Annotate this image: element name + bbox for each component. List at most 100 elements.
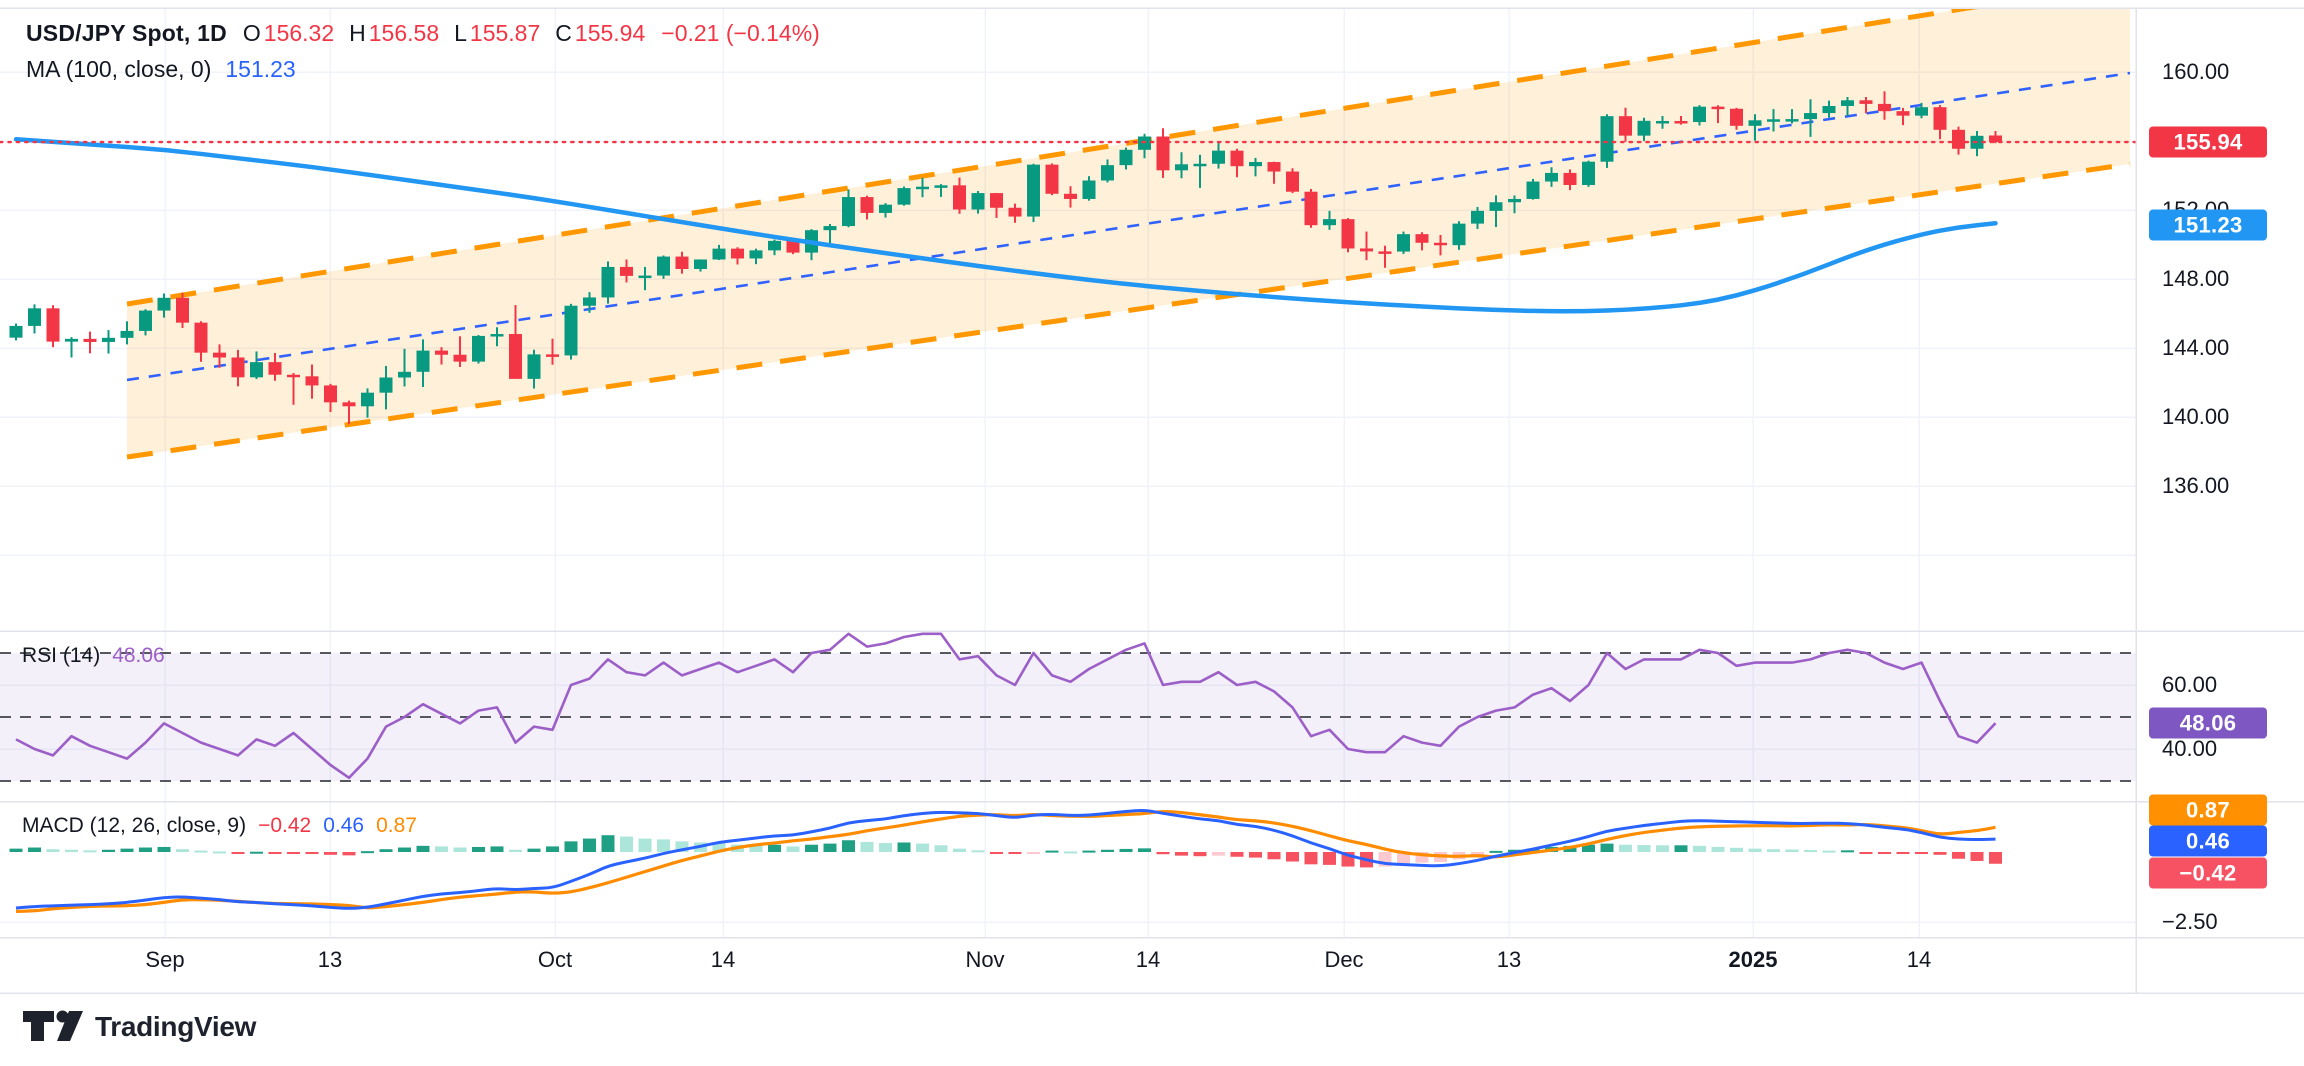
candle-body bbox=[176, 297, 189, 323]
macd-histogram-bar bbox=[564, 841, 578, 852]
candle-body bbox=[731, 248, 744, 259]
macd-histogram-bar bbox=[1619, 844, 1632, 852]
macd-histogram-bar bbox=[1008, 852, 1022, 854]
macd-histogram-bar bbox=[1582, 844, 1595, 852]
candle-body bbox=[1989, 135, 2002, 143]
candle-body bbox=[194, 322, 208, 353]
macd-histogram-bar bbox=[1859, 852, 1873, 854]
candle-body bbox=[1360, 248, 1373, 252]
candle-body bbox=[768, 240, 781, 251]
candle-body bbox=[953, 185, 966, 210]
candle-body bbox=[1175, 164, 1188, 171]
candle-body bbox=[65, 338, 78, 342]
candle-body bbox=[564, 305, 578, 356]
macd-histogram-bar bbox=[324, 852, 337, 855]
macd-histogram-bar bbox=[1323, 852, 1336, 865]
macd-histogram-bar bbox=[638, 838, 652, 852]
candle-body bbox=[28, 308, 41, 326]
candle-body bbox=[9, 325, 23, 338]
macd-histogram-bar bbox=[1249, 852, 1262, 858]
macd-histogram-bar bbox=[1989, 852, 2002, 864]
macd-histogram-bar bbox=[472, 846, 485, 852]
macd-histogram-bar bbox=[897, 842, 911, 852]
macd-histogram-bar bbox=[83, 850, 97, 853]
candle-body bbox=[1859, 100, 1873, 104]
macd-histogram-bar bbox=[583, 838, 596, 852]
candle-body bbox=[1600, 116, 1614, 162]
candle-body bbox=[83, 338, 97, 342]
candle-body bbox=[1674, 120, 1688, 124]
macd-histogram-bar bbox=[1970, 852, 1984, 861]
candle-body bbox=[1156, 136, 1170, 171]
macd-pane bbox=[9, 808, 2002, 913]
candle-body bbox=[1249, 162, 1262, 167]
candle-body bbox=[1230, 150, 1244, 167]
candle-body bbox=[1730, 108, 1743, 126]
candle-body bbox=[1323, 219, 1336, 226]
candle-body bbox=[1027, 164, 1040, 217]
main-pane bbox=[9, 8, 2131, 460]
candle-body bbox=[1563, 172, 1577, 185]
macd-histogram-bar bbox=[1489, 850, 1503, 853]
macd-histogram-bar bbox=[176, 849, 189, 852]
candle-body bbox=[601, 266, 615, 298]
macd-histogram-bar bbox=[157, 846, 171, 852]
candle-body bbox=[638, 275, 652, 279]
macd-histogram-bar bbox=[1637, 845, 1651, 852]
candle-body bbox=[1804, 113, 1817, 120]
macd-histogram-bar bbox=[1230, 852, 1244, 857]
candle-body bbox=[1101, 165, 1114, 181]
macd-histogram-bar bbox=[934, 845, 948, 852]
candle-body bbox=[1008, 207, 1022, 217]
candle-body bbox=[583, 297, 596, 306]
candle-body bbox=[509, 334, 522, 379]
macd-histogram-bar bbox=[1822, 850, 1836, 853]
candle-body bbox=[1526, 181, 1540, 199]
macd-histogram-bar bbox=[509, 849, 522, 852]
macd-histogram-bar bbox=[1101, 849, 1114, 852]
macd-histogram-bar bbox=[287, 852, 300, 854]
macd-histogram-bar bbox=[28, 847, 41, 852]
candle-body bbox=[472, 335, 485, 362]
candle-body bbox=[675, 256, 689, 269]
candle-body bbox=[527, 354, 541, 379]
macd-histogram-bar bbox=[1193, 852, 1207, 857]
macd-histogram-bar bbox=[1785, 849, 1799, 852]
candle-body bbox=[897, 188, 911, 205]
candle-body bbox=[823, 226, 837, 231]
macd-histogram-bar bbox=[1711, 846, 1725, 852]
ma100-line bbox=[13, 137, 1998, 314]
candle-body bbox=[1693, 106, 1706, 123]
candle-body bbox=[416, 350, 430, 372]
macd-histogram-bar bbox=[601, 835, 615, 852]
candle-body bbox=[490, 334, 504, 337]
candle-body bbox=[1748, 120, 1762, 126]
candle-body bbox=[1933, 107, 1947, 130]
candle-body bbox=[1508, 198, 1521, 203]
candle-body bbox=[1767, 119, 1780, 122]
macd-histogram-bar bbox=[1693, 845, 1706, 852]
candle-body bbox=[231, 357, 245, 378]
candle-body bbox=[990, 193, 1003, 208]
channel-fill bbox=[127, 8, 2130, 457]
macd-histogram-bar bbox=[1286, 852, 1299, 862]
candle-body bbox=[120, 330, 134, 338]
macd-histogram-bar bbox=[860, 841, 874, 852]
candle-body bbox=[1637, 120, 1651, 136]
candle-body bbox=[546, 354, 559, 357]
macd-histogram-bar bbox=[1045, 850, 1059, 853]
macd-histogram-bar bbox=[768, 844, 781, 852]
channel-lower-line bbox=[126, 161, 2131, 460]
candle-body bbox=[1434, 242, 1447, 246]
macd-histogram-bar bbox=[1600, 843, 1614, 852]
channel-midline bbox=[126, 71, 2131, 382]
candle-body bbox=[657, 256, 670, 276]
macd-histogram-bar bbox=[805, 844, 818, 852]
macd-histogram-bar bbox=[786, 846, 800, 852]
candle-body bbox=[1378, 251, 1392, 254]
macd-histogram-bar bbox=[546, 846, 559, 852]
candle-body bbox=[324, 385, 337, 403]
candle-body bbox=[250, 362, 263, 378]
